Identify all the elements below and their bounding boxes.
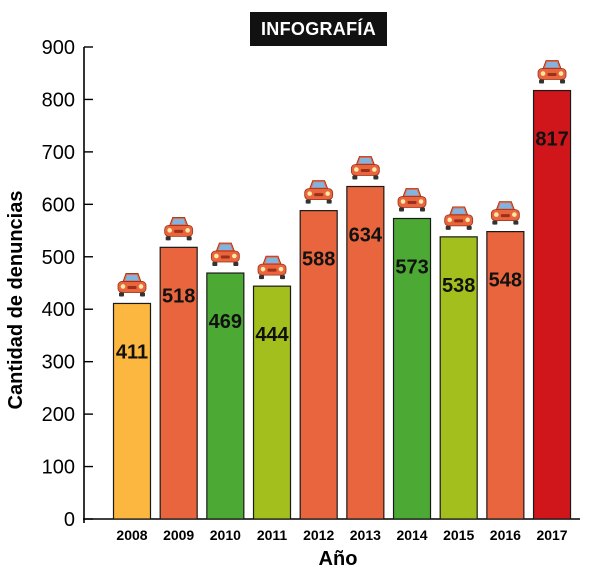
y-tick-label: 300 (42, 352, 75, 374)
car-icon (210, 242, 240, 267)
x-axis-title: Año (319, 548, 358, 570)
bar-2011 (252, 285, 292, 520)
bar-value-label: 588 (302, 249, 335, 271)
bar-2012 (299, 210, 338, 520)
x-tick-label: 2008 (116, 527, 147, 543)
bar-value-label: 518 (162, 285, 195, 307)
x-tick-label: 2014 (396, 527, 427, 543)
car-icon (117, 272, 147, 297)
car-icon (397, 187, 427, 212)
bar-value-label: 538 (442, 275, 475, 297)
car-icon (164, 216, 194, 241)
y-tick-label: 600 (42, 194, 75, 216)
bar-2014 (392, 217, 432, 520)
x-tick-label: 2011 (257, 527, 288, 543)
y-tick-label: 100 (42, 457, 75, 479)
bar-2009 (159, 246, 198, 520)
car-icon (444, 206, 474, 231)
bar-value-label: 817 (535, 129, 568, 151)
x-tick-label: 2010 (210, 527, 241, 543)
bar-2015 (439, 236, 478, 520)
y-tick-label: 900 (42, 37, 75, 59)
bar-value-label: 469 (209, 311, 242, 333)
bar-value-label: 634 (349, 225, 383, 247)
bar-2008 (112, 302, 152, 520)
car-icon (350, 156, 380, 181)
car-icon (537, 60, 567, 85)
y-tick-label: 400 (42, 299, 75, 321)
y-tick-label: 200 (42, 404, 75, 426)
car-icon (304, 180, 334, 205)
bar-2013 (346, 185, 385, 520)
y-tick-label: 500 (42, 247, 75, 269)
bar-2010 (206, 272, 245, 520)
car-icon (490, 201, 520, 226)
y-tick-label: 800 (42, 89, 75, 111)
infografia-badge: INFOGRAFÍA (250, 12, 387, 46)
x-tick-label: 2016 (490, 527, 521, 543)
y-axis-title: Cantidad de denuncias (5, 191, 27, 410)
car-icon (257, 255, 287, 280)
x-tick-label: 2012 (303, 527, 334, 543)
bar-2017 (532, 89, 572, 520)
bar-value-label: 411 (116, 341, 148, 363)
x-tick-label: 2017 (536, 527, 567, 543)
x-tick-label: 2013 (350, 527, 381, 543)
bar-value-label: 548 (489, 270, 522, 292)
y-tick-label: 700 (42, 142, 75, 164)
bar-2016 (486, 231, 525, 520)
x-tick-label: 2015 (443, 527, 474, 543)
y-tick-label: 0 (64, 509, 75, 531)
bar-value-label: 573 (395, 256, 428, 278)
bar-value-label: 444 (255, 324, 289, 346)
x-tick-label: 2009 (163, 527, 194, 543)
